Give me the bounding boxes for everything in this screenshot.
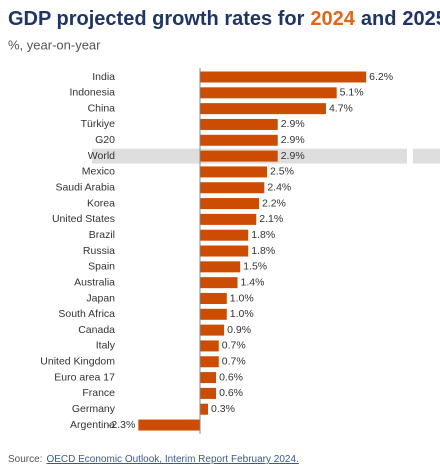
subtitle: %, year-on-year [8, 37, 101, 52]
category-label: Russia [83, 245, 115, 257]
value-label: 0.6% [219, 371, 243, 383]
category-label: Euro area 17 [54, 371, 115, 383]
value-label: 1.5% [243, 261, 267, 273]
category-label: France [82, 387, 115, 399]
bar [200, 198, 259, 210]
category-label: South Africa [58, 308, 115, 320]
category-label: Mexico [82, 166, 115, 178]
bar [200, 324, 225, 336]
bar [138, 419, 200, 431]
source-prefix: Source: [8, 454, 42, 465]
category-label: Italy [96, 340, 116, 352]
category-label: Argentina [70, 419, 115, 431]
category-label: Spain [88, 261, 115, 273]
chart-title: GDP projected growth rates for 2024 and 202… [8, 8, 440, 30]
bar [200, 118, 278, 130]
value-label: 2.2% [262, 197, 286, 209]
bar [200, 150, 278, 162]
bar [200, 229, 249, 241]
value-label: 0.9% [227, 324, 251, 336]
value-label: 0.7% [222, 340, 246, 352]
category-label: Germany [72, 403, 116, 415]
bar [200, 372, 217, 384]
value-label: 4.7% [329, 102, 353, 114]
category-label: G20 [95, 134, 115, 146]
category-label: China [88, 102, 116, 114]
value-label: 2.9% [281, 118, 305, 130]
title-part: GDP projected growth rates for [8, 8, 305, 30]
value-label: 1.0% [230, 292, 254, 304]
bar [200, 87, 337, 99]
source: Source: OECD Economic Outlook, Interim Re… [8, 454, 299, 465]
bar [200, 261, 241, 273]
value-label: 1.0% [230, 308, 254, 320]
value-label: 0.6% [219, 387, 243, 399]
value-label: 2.9% [281, 134, 305, 146]
category-label: Brazil [89, 229, 115, 241]
value-label: 2.9% [281, 150, 305, 162]
value-label: 1.8% [251, 229, 275, 241]
bar [200, 308, 227, 320]
value-label: -2.3% [108, 419, 135, 431]
category-label: World [88, 150, 115, 162]
category-label: Canada [78, 324, 115, 336]
category-label: United Kingdom [40, 356, 115, 368]
bar [200, 277, 238, 289]
category-label: Australia [74, 276, 115, 288]
plot: India 6.2% Indonesia 5.1% China 4.7% Türkiye 2.… [40, 68, 440, 434]
category-label: United States [52, 213, 115, 225]
category-label: Indonesia [69, 87, 115, 99]
bar [200, 245, 249, 257]
category-label: Türkiye [81, 118, 116, 130]
title-year: 2024 [310, 8, 355, 30]
bar [200, 103, 326, 115]
bar [200, 71, 367, 83]
highlight-band [413, 148, 440, 164]
category-label: Saudi Arabia [55, 182, 115, 194]
value-label: 2.1% [259, 213, 283, 225]
bar [200, 182, 265, 194]
value-label: 1.4% [241, 276, 265, 288]
value-label: 2.5% [270, 166, 294, 178]
bar [200, 403, 209, 415]
category-label: Korea [87, 197, 115, 209]
bar [200, 166, 267, 178]
source-link[interactable]: OECD Economic Outlook, Interim Report Fe… [46, 454, 298, 465]
category-label: Japan [86, 292, 115, 304]
title-year: 2025 [402, 8, 440, 30]
value-label: 0.7% [222, 356, 246, 368]
value-label: 0.3% [211, 403, 235, 415]
bar [200, 387, 217, 399]
bar [200, 340, 219, 352]
bar [200, 356, 219, 368]
value-label: 2.4% [267, 182, 291, 194]
category-label: India [92, 71, 115, 83]
bar [200, 134, 278, 146]
value-label: 6.2% [369, 71, 393, 83]
bar [200, 213, 257, 225]
bar [200, 292, 227, 304]
value-label: 1.8% [251, 245, 275, 257]
value-label: 5.1% [340, 87, 364, 99]
title-part: and [361, 8, 397, 30]
